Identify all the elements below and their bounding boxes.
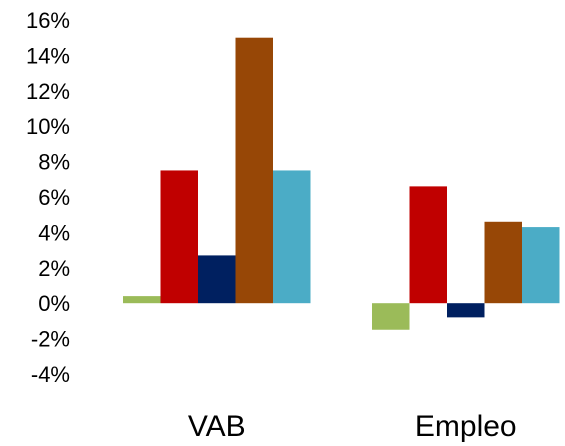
bar-empleo-series-3	[447, 303, 485, 318]
y-tick-label: 0%	[38, 291, 70, 316]
bar-vab-series-5	[273, 170, 311, 304]
y-tick-label: 6%	[38, 185, 70, 210]
x-category-label: Empleo	[415, 410, 517, 443]
bar-vab-series-3	[198, 255, 236, 304]
y-axis-tick-labels: 16% 14% 12% 10% 8% 6% 4% 2% 0% -2% -4%	[26, 8, 70, 387]
bar-empleo-series-5	[522, 227, 560, 304]
bar-empleo-series-2	[409, 186, 447, 304]
y-tick-label: 8%	[38, 150, 70, 175]
x-category-label: VAB	[188, 410, 246, 443]
y-tick-label: 2%	[38, 256, 70, 281]
y-tick-label: 4%	[38, 220, 70, 245]
bar-series-group	[123, 37, 560, 330]
bar-empleo-series-4	[484, 221, 522, 304]
y-tick-label: 14%	[26, 43, 70, 68]
y-tick-label: -2%	[31, 327, 70, 352]
x-axis-category-labels: VAB Empleo	[188, 410, 517, 443]
y-tick-label: 12%	[26, 79, 70, 104]
bar-empleo-series-1	[372, 303, 410, 330]
y-tick-label: 16%	[26, 8, 70, 33]
bar-vab-series-1	[123, 296, 161, 304]
y-tick-label: 10%	[26, 114, 70, 139]
bar-vab-series-4	[235, 37, 273, 304]
y-tick-label: -4%	[31, 362, 70, 387]
bar-vab-series-2	[160, 170, 198, 304]
